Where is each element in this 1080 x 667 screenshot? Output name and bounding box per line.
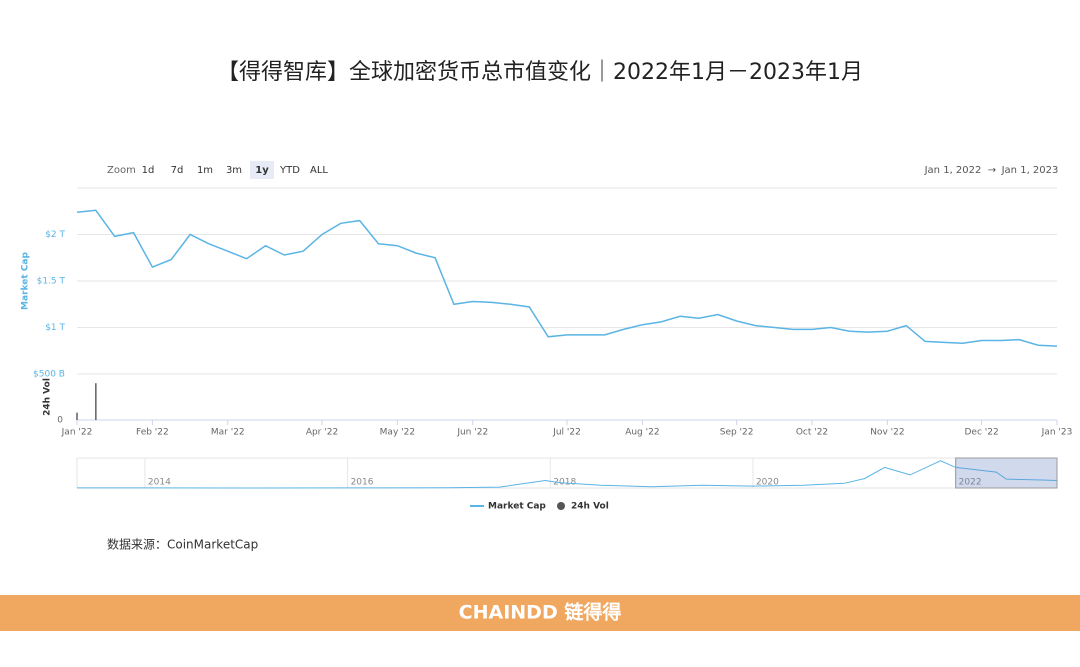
x-tick-label: Jan '23 (1041, 428, 1073, 438)
legend-label[interactable]: Market Cap (488, 502, 546, 512)
legend-label[interactable]: 24h Vol (571, 502, 609, 512)
volume-bar (76, 412, 78, 420)
zoom-label: Zoom (107, 165, 136, 176)
x-tick-label: Jan '22 (61, 428, 93, 438)
legend-marker (557, 502, 565, 510)
zoom-button[interactable]: ALL (310, 165, 328, 176)
zoom-button[interactable]: 3m (226, 165, 242, 176)
range-to: Jan 1, 2023 (1001, 165, 1059, 176)
range-arrow: → (988, 165, 996, 176)
market-cap-line (76, 209, 1058, 347)
footer-band (0, 595, 1080, 631)
y2-tick-label: 0 (57, 416, 63, 426)
x-tick-label: Oct '22 (796, 428, 828, 438)
x-tick-label: Mar '22 (211, 428, 245, 438)
navigator-tick-label: 2020 (756, 478, 779, 488)
x-tick-label: Dec '22 (965, 428, 999, 438)
zoom-button[interactable]: 1y (255, 165, 269, 176)
navigator-tick-label: 2014 (148, 478, 171, 488)
zoom-button[interactable]: 7d (171, 165, 184, 176)
navigator-tick-label: 2022 (959, 478, 982, 488)
x-tick-label: Sep '22 (720, 428, 754, 438)
navigator-selection[interactable] (955, 457, 1058, 489)
y-tick-label: $1.5 T (37, 277, 66, 287)
x-tick-label: Nov '22 (870, 428, 904, 438)
x-tick-label: Aug '22 (625, 428, 659, 438)
footer-brand: CHAINDD 链得得 (459, 601, 622, 624)
volume-bar (95, 383, 97, 420)
source-note: 数据来源：CoinMarketCap (107, 537, 258, 552)
x-tick-label: Feb '22 (136, 428, 169, 438)
x-tick-label: Jul '22 (552, 428, 581, 438)
zoom-button[interactable]: 1d (142, 165, 155, 176)
x-tick-label: Apr '22 (306, 428, 338, 438)
range-from: Jan 1, 2022 (924, 165, 982, 176)
y2-axis-label: 24h Vol (43, 378, 53, 416)
zoom-button[interactable]: 1m (197, 165, 213, 176)
navigator-line (77, 460, 1058, 489)
y-tick-label: $2 T (45, 230, 65, 240)
y-tick-label: $1 T (45, 323, 65, 333)
x-tick-label: Jun '22 (456, 428, 488, 438)
chart-title: 【得得智库】全球加密货币总市值变化｜2022年1月－2023年1月 (217, 60, 863, 85)
zoom-button-bg (250, 161, 274, 179)
navigator-tick-label: 2018 (553, 478, 576, 488)
x-tick-label: May '22 (380, 428, 415, 438)
zoom-button[interactable]: YTD (279, 165, 300, 176)
navigator-tick-label: 2016 (351, 478, 374, 488)
y-axis-label: Market Cap (21, 252, 31, 310)
y-tick-label: $500 B (33, 370, 65, 380)
